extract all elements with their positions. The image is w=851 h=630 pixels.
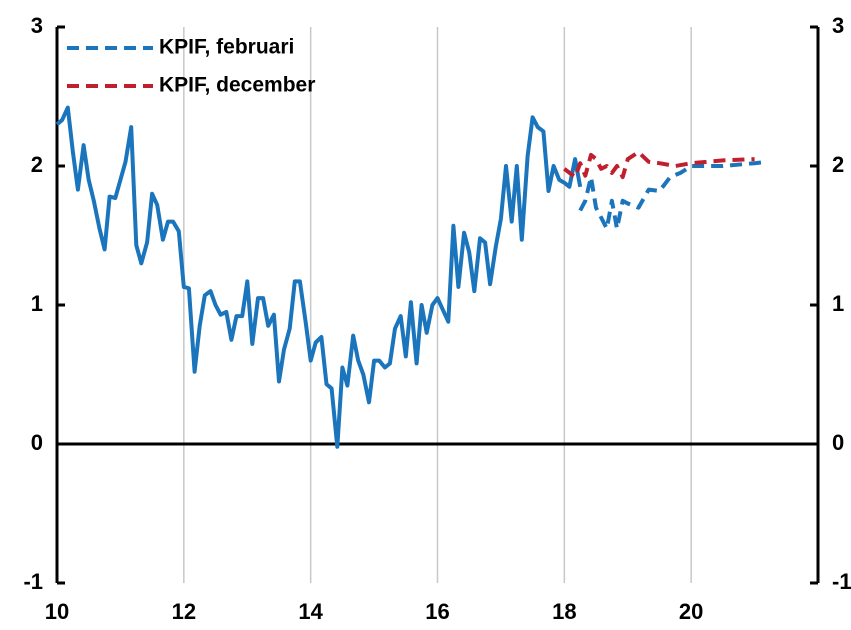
- y2-tick-label: 0: [832, 430, 844, 455]
- line-series: [578, 159, 768, 231]
- y-tick-label: 2: [31, 152, 43, 177]
- y2-tick-label: 1: [832, 291, 844, 316]
- legend-label: KPIF, december: [159, 74, 315, 97]
- x-tick-label: 18: [552, 599, 576, 624]
- x-tick-label: 12: [172, 599, 196, 624]
- y2-tick-label: 2: [832, 152, 844, 177]
- line-series: [55, 105, 583, 449]
- x-tick-label: 20: [679, 599, 703, 624]
- y2-tick-label: -1: [832, 569, 851, 594]
- y-tick-label: 0: [31, 430, 43, 455]
- legend-label: KPIF, februari: [159, 36, 294, 59]
- y-tick-label: 1: [31, 291, 43, 316]
- x-tick-label: 14: [298, 599, 323, 624]
- line-series: [563, 150, 755, 180]
- y-tick-label: -1: [23, 569, 43, 594]
- y2-tick-label: 3: [832, 13, 844, 38]
- x-tick-label: 16: [425, 599, 449, 624]
- x-tick-label: 10: [45, 599, 69, 624]
- y-tick-label: 3: [31, 13, 43, 38]
